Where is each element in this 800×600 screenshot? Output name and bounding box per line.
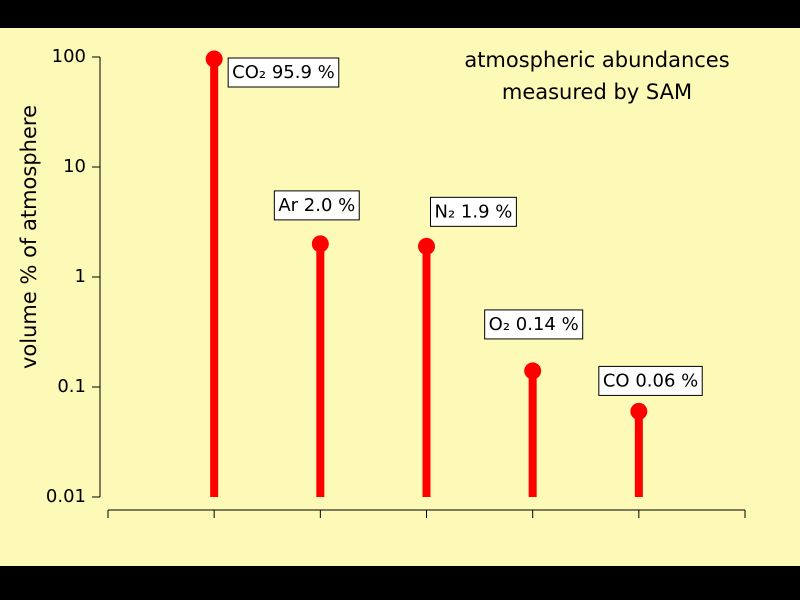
data-label: O₂ 0.14 % bbox=[484, 309, 584, 340]
data-label: N₂ 1.9 % bbox=[430, 196, 517, 227]
y-tick-label: 1 bbox=[75, 266, 86, 287]
label-text: N₂ 1.9 % bbox=[435, 201, 513, 222]
y-tick-label: 0.01 bbox=[46, 486, 86, 507]
label-box bbox=[430, 196, 517, 227]
dot bbox=[524, 362, 542, 380]
y-tick-label: 10 bbox=[63, 156, 86, 177]
y-tick-label: 0.1 bbox=[57, 376, 86, 397]
dot bbox=[205, 50, 223, 68]
data-label: CO 0.06 % bbox=[598, 365, 703, 396]
label-text: O₂ 0.14 % bbox=[489, 314, 579, 335]
panel bbox=[0, 28, 800, 566]
dot bbox=[311, 235, 329, 253]
label-category: CO₂ bbox=[232, 62, 266, 83]
label-text: CO 0.06 % bbox=[603, 370, 698, 391]
label-category: O₂ bbox=[489, 314, 510, 335]
label-value: 2.0 % bbox=[304, 195, 355, 216]
label-value: 1.9 % bbox=[461, 201, 512, 222]
chart-title: atmospheric abundances bbox=[464, 48, 729, 72]
data-label: CO₂ 95.9 % bbox=[227, 57, 340, 88]
label-category: Ar bbox=[278, 195, 298, 216]
y-tick-label: 100 bbox=[52, 46, 86, 67]
dot bbox=[630, 402, 648, 420]
label-box bbox=[598, 365, 703, 396]
label-value: 0.14 % bbox=[516, 314, 579, 335]
label-value: 95.9 % bbox=[272, 62, 335, 83]
label-box bbox=[484, 309, 584, 340]
y-axis-label: volume % of atmosphere bbox=[17, 105, 41, 369]
label-text: Ar 2.0 % bbox=[278, 195, 355, 216]
label-category: N₂ bbox=[435, 201, 456, 222]
chart-title: measured by SAM bbox=[502, 80, 692, 104]
label-box bbox=[227, 57, 340, 88]
label-text: CO₂ 95.9 % bbox=[232, 62, 335, 83]
label-box bbox=[273, 190, 360, 221]
label-value: 0.06 % bbox=[635, 370, 698, 391]
data-label: Ar 2.0 % bbox=[273, 190, 360, 221]
dot bbox=[418, 237, 435, 255]
label-category: CO bbox=[603, 370, 630, 391]
